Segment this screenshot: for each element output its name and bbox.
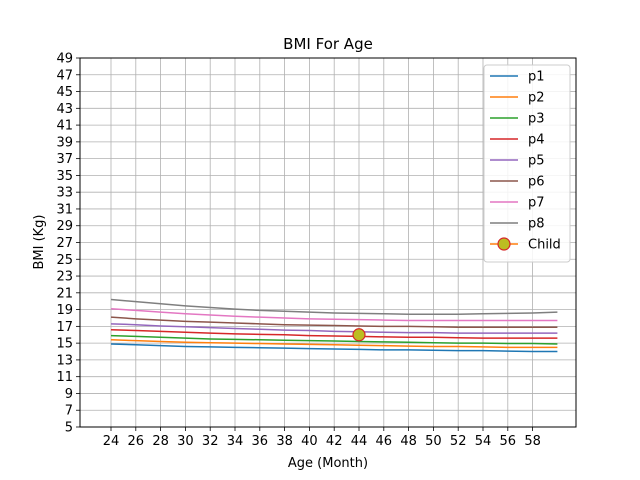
legend-label-p4: p4 — [528, 133, 545, 148]
y-tick-label: 39 — [56, 135, 73, 150]
y-tick-label: 25 — [56, 253, 73, 268]
series-line-p3 — [110, 334, 558, 345]
x-tick-label: 38 — [276, 434, 293, 449]
y-tick-label: 45 — [56, 85, 73, 100]
x-tick-label: 42 — [326, 434, 343, 449]
legend-marker-child — [497, 237, 511, 251]
x-axis-ticks: 24 26 28 30 32 34 36 38 40 42 44 46 48 50 52 54 56 58 — [103, 427, 541, 449]
x-tick-label: 26 — [128, 434, 145, 449]
y-tick-label: 35 — [56, 169, 73, 184]
y-tick-label: 33 — [56, 186, 73, 201]
y-tick-label: 41 — [56, 119, 73, 134]
x-tick-label: 56 — [500, 434, 517, 449]
legend-label-p8: p8 — [528, 217, 545, 232]
y-tick-label: 49 — [56, 52, 73, 67]
series-line-p4 — [110, 328, 558, 339]
x-axis-title: Age (Month) — [288, 456, 368, 471]
x-tick-label: 46 — [376, 434, 393, 449]
series-line-p7 — [110, 308, 558, 322]
legend-label-p3: p3 — [528, 112, 545, 127]
y-tick-label: 13 — [56, 353, 73, 368]
x-tick-label: 28 — [152, 434, 169, 449]
y-tick-label: 47 — [56, 68, 73, 83]
y-tick-label: 43 — [56, 102, 73, 117]
legend-label-Child: Child — [528, 238, 561, 253]
x-tick-label: 48 — [400, 434, 417, 449]
legend-box — [483, 64, 571, 263]
chart-title: BMI For Age — [283, 35, 373, 53]
x-tick-label: 40 — [301, 434, 318, 449]
y-tick-label: 37 — [56, 152, 73, 167]
x-tick-label: 44 — [351, 434, 368, 449]
series-line-p5 — [110, 323, 558, 334]
y-tick-label: 27 — [56, 236, 73, 251]
x-tick-label: 24 — [103, 434, 120, 449]
series-line-p2 — [110, 339, 558, 349]
legend-label-p2: p2 — [528, 91, 545, 106]
y-tick-label: 9 — [65, 387, 73, 402]
y-tick-label: 7 — [65, 404, 73, 419]
x-tick-label: 36 — [252, 434, 269, 449]
x-tick-label: 54 — [475, 434, 492, 449]
x-tick-label: 52 — [450, 434, 467, 449]
y-tick-label: 29 — [56, 219, 73, 234]
series-lines — [110, 298, 558, 353]
y-tick-label: 19 — [56, 303, 73, 318]
y-axis-ticks: 5791113151719212325272931333537394143454… — [56, 52, 80, 436]
x-tick-label: 34 — [227, 434, 244, 449]
y-tick-label: 31 — [56, 202, 73, 217]
x-tick-label: 50 — [425, 434, 442, 449]
legend-label-p1: p1 — [528, 70, 545, 85]
legend: p1 p2 p3 p4 p5 p6 p7 p8 Child — [483, 64, 571, 263]
y-axis-title: BMI (Kg) — [32, 214, 47, 269]
y-tick-label: 15 — [56, 337, 73, 352]
y-tick-label: 21 — [56, 286, 73, 301]
legend-label-p6: p6 — [528, 175, 545, 190]
child-marker-layer — [352, 328, 366, 342]
legend-label-p5: p5 — [528, 154, 545, 169]
y-tick-label: 11 — [56, 370, 73, 385]
y-tick-label: 17 — [56, 320, 73, 335]
x-tick-label: 32 — [202, 434, 219, 449]
x-tick-label: 58 — [524, 434, 541, 449]
x-tick-label: 30 — [177, 434, 194, 449]
y-tick-label: 23 — [56, 270, 73, 285]
legend-label-p7: p7 — [528, 196, 545, 211]
y-tick-label: 5 — [65, 421, 73, 436]
series-line-p1 — [110, 343, 558, 353]
series-line-p6 — [110, 316, 558, 328]
child-marker — [352, 328, 366, 342]
series-line-p8 — [110, 298, 558, 315]
